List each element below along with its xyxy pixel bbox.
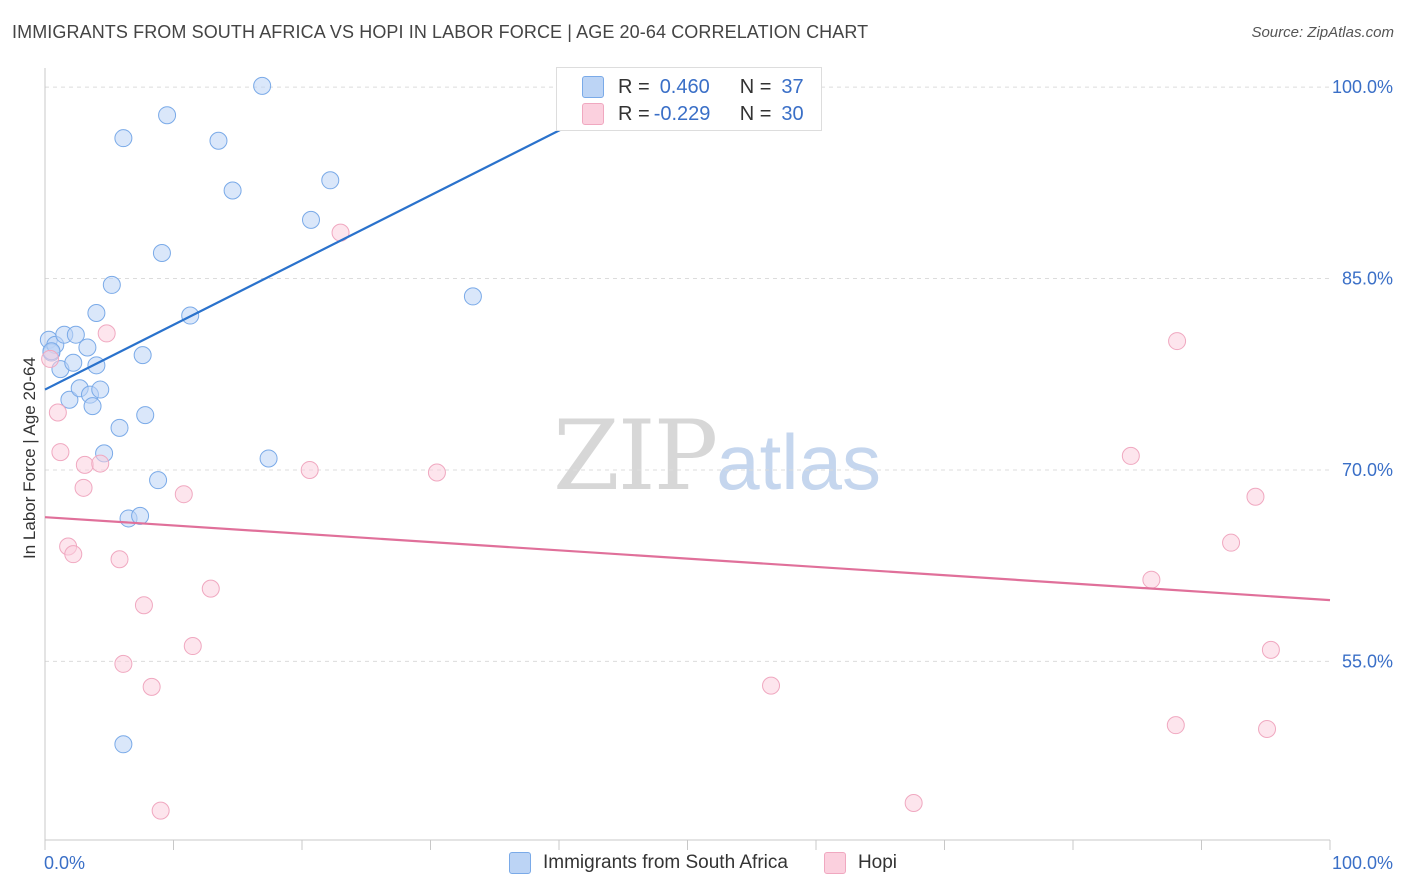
point-hopi xyxy=(51,443,70,462)
point-south-africa xyxy=(259,449,278,468)
point-hopi xyxy=(300,460,319,479)
correlation-legend: R = 0.460 N = 37 R = -0.229 N = 30 xyxy=(556,67,822,131)
point-hopi xyxy=(1222,533,1241,552)
legend-label-hopi: Hopi xyxy=(857,852,898,873)
point-south-africa xyxy=(60,390,79,409)
point-south-africa xyxy=(110,418,129,437)
y-tick-label: 100.0% xyxy=(1332,77,1393,97)
point-hopi xyxy=(1121,446,1140,465)
legend-r-label: R = xyxy=(618,75,650,98)
legend-label-south-africa: Immigrants from South Africa xyxy=(542,852,788,873)
point-south-africa xyxy=(78,338,97,357)
point-south-africa xyxy=(91,380,110,399)
trendline-hopi xyxy=(44,516,1331,602)
point-hopi xyxy=(97,324,116,343)
point-hopi xyxy=(904,793,923,812)
point-hopi xyxy=(114,654,133,673)
legend-n-label: N = xyxy=(739,102,772,125)
point-hopi xyxy=(762,676,781,695)
legend-swatch-blue xyxy=(582,76,604,98)
legend-r-value: -0.229 xyxy=(653,102,711,125)
legend-swatch-pink xyxy=(823,852,846,874)
point-south-africa xyxy=(253,76,272,95)
point-south-africa xyxy=(87,356,106,375)
legend-item-hopi: Hopi xyxy=(823,852,898,874)
point-hopi xyxy=(142,677,161,696)
point-hopi xyxy=(174,485,193,504)
legend-n-label: N = xyxy=(739,75,772,98)
legend-swatch-blue xyxy=(508,852,531,874)
y-tick-label: 70.0% xyxy=(1342,460,1393,480)
point-south-africa xyxy=(152,244,171,263)
point-south-africa xyxy=(133,346,152,365)
point-south-africa xyxy=(463,287,482,306)
point-hopi xyxy=(1166,716,1185,735)
point-hopi xyxy=(151,801,170,820)
legend-r-label: R = xyxy=(618,102,650,125)
point-hopi xyxy=(48,403,67,422)
point-south-africa xyxy=(136,406,155,425)
y-tick-label: 55.0% xyxy=(1342,651,1393,671)
point-hopi xyxy=(64,545,83,564)
legend-swatch-pink xyxy=(582,103,604,125)
point-hopi xyxy=(91,454,110,473)
legend-r-value: 0.460 xyxy=(659,75,710,98)
point-hopi xyxy=(75,455,94,474)
point-hopi xyxy=(134,596,153,615)
point-south-africa xyxy=(114,129,133,148)
point-south-africa xyxy=(66,325,85,344)
point-south-africa xyxy=(114,735,133,754)
chart-title: IMMIGRANTS FROM SOUTH AFRICA VS HOPI IN … xyxy=(12,22,869,42)
source-label: Source: ZipAtlas.com xyxy=(1251,24,1394,41)
trendline-south-africa xyxy=(44,86,646,391)
point-hopi xyxy=(427,463,446,482)
point-south-africa xyxy=(223,181,242,200)
point-south-africa xyxy=(64,353,83,372)
point-hopi xyxy=(1142,570,1161,589)
watermark-zip: ZIP xyxy=(553,400,718,512)
point-south-africa xyxy=(102,275,121,294)
watermark-atlas: atlas xyxy=(716,418,881,506)
watermark: ZIPatlas xyxy=(553,400,881,512)
point-south-africa xyxy=(149,471,168,490)
legend-n-value: 37 xyxy=(781,75,804,98)
legend-n-value: 30 xyxy=(781,102,804,125)
point-hopi xyxy=(1261,640,1280,659)
point-hopi xyxy=(41,349,60,368)
point-hopi xyxy=(201,579,220,598)
point-hopi xyxy=(1246,487,1265,506)
legend-item-south-africa: Immigrants from South Africa xyxy=(508,852,788,874)
x-tick-label: 100.0% xyxy=(1332,853,1393,873)
point-south-africa xyxy=(301,210,320,229)
point-south-africa xyxy=(87,303,106,322)
point-hopi xyxy=(1168,332,1187,351)
point-hopi xyxy=(74,478,93,497)
legend-row-south-africa: R = 0.460 N = 37 xyxy=(557,73,804,101)
point-hopi xyxy=(183,637,202,656)
point-south-africa xyxy=(158,106,177,125)
point-south-africa xyxy=(321,171,340,190)
point-south-africa xyxy=(83,397,102,416)
x-tick-label: 0.0% xyxy=(44,853,85,873)
point-hopi xyxy=(110,550,129,569)
y-tick-label: 85.0% xyxy=(1342,269,1393,289)
series-legend: Immigrants from South Africa Hopi xyxy=(0,852,1406,874)
point-south-africa xyxy=(209,131,228,150)
legend-row-hopi: R = -0.229 N = 30 xyxy=(557,100,804,128)
point-hopi xyxy=(1258,719,1277,738)
